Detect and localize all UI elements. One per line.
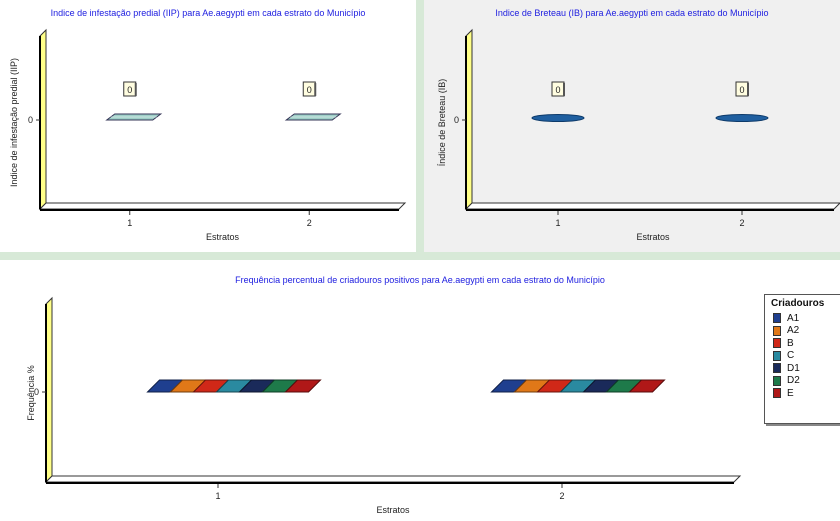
legend-item: D1 — [765, 362, 840, 375]
y-axis-title: Indice de infestação predial (IIP) — [9, 58, 19, 187]
iip-chart-panel: Indice de infestação predial (IIP) para … — [0, 0, 416, 252]
legend-swatch — [773, 350, 781, 361]
x-tick-label: 2 — [739, 218, 744, 228]
x-tick-label: 1 — [555, 218, 560, 228]
legend-swatch — [773, 388, 781, 399]
legend-swatch — [773, 338, 781, 349]
legend-swatch — [773, 363, 781, 374]
data-label: 0 — [555, 85, 560, 95]
legend-item: C — [765, 350, 840, 363]
legend-label: D1 — [787, 362, 800, 374]
legend-swatch — [773, 325, 781, 336]
y-axis-title: Frequência % — [26, 365, 36, 421]
y-axis-title: Índice de Breteau (IB) — [437, 79, 447, 167]
legend-item: E — [765, 387, 840, 400]
y-tick-label: 0 — [454, 115, 459, 125]
ib-chart-panel: Indice de Breteau (IB) para Ae.aegypti e… — [424, 0, 840, 252]
legend-swatch — [773, 375, 781, 386]
frequency-chart-panel: Frequência percentual de criadouros posi… — [0, 260, 840, 521]
x-tick-label: 2 — [307, 218, 312, 228]
panel-divider-horizontal — [0, 252, 840, 260]
y-tick-label: 0 — [34, 387, 39, 397]
x-axis-floor — [464, 202, 840, 210]
ib-bar — [531, 114, 585, 122]
back-wall — [45, 30, 405, 204]
y-tick-label: 0 — [28, 115, 33, 125]
x-axis-floor — [44, 475, 742, 483]
legend-label: E — [787, 387, 794, 399]
legend-label: B — [787, 337, 794, 349]
legend-item: A1 — [765, 312, 840, 325]
iip-chart-svg: 1 2 0 Estratos Indice de infestação predial … — [9, 28, 407, 242]
criadouros-legend: Criadouros A1 A2 B C D1 D2 E — [764, 294, 840, 424]
iip-chart-title: Indice de infestação predial (IIP) para … — [50, 8, 366, 18]
legend-item: D2 — [765, 375, 840, 388]
x-axis-title: Estratos — [636, 232, 670, 242]
x-axis-title: Estratos — [376, 505, 410, 515]
data-label: 0 — [127, 85, 132, 95]
frequency-chart-svg: 1 2 0 Estratos Frequência % — [26, 296, 742, 515]
data-label: 0 — [307, 85, 312, 95]
back-wall — [471, 30, 840, 204]
frequency-bar-e — [628, 379, 666, 393]
legend-label: A2 — [787, 325, 800, 337]
legend-title: Criadouros — [771, 298, 825, 309]
frequency-bar-e — [284, 379, 322, 393]
x-tick-label: 1 — [215, 491, 220, 501]
frequency-chart-title: Frequência percentual de criadouros posi… — [235, 275, 605, 285]
legend-item: A2 — [765, 325, 840, 338]
legend-label: D2 — [787, 375, 800, 387]
ib-chart-title: Indice de Breteau (IB) para Ae.aegypti e… — [495, 8, 769, 18]
legend-swatch — [773, 313, 781, 324]
legend-label: A1 — [787, 312, 800, 324]
ib-bar — [715, 114, 769, 122]
x-tick-label: 2 — [559, 491, 564, 501]
legend-item: B — [765, 337, 840, 350]
x-axis-title: Estratos — [206, 232, 240, 242]
x-tick-label: 1 — [127, 218, 132, 228]
x-axis-floor — [38, 202, 407, 210]
panel-divider-vertical — [416, 0, 424, 252]
legend-label: C — [787, 350, 795, 362]
ib-chart-svg: 1 2 0 Estratos Índice de Breteau (IB) 0 0 — [437, 28, 840, 242]
data-label: 0 — [739, 85, 744, 95]
